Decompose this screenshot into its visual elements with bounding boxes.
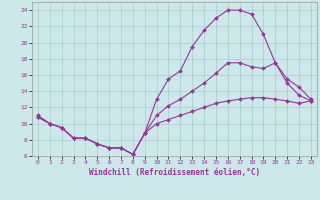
X-axis label: Windchill (Refroidissement éolien,°C): Windchill (Refroidissement éolien,°C) (89, 168, 260, 177)
